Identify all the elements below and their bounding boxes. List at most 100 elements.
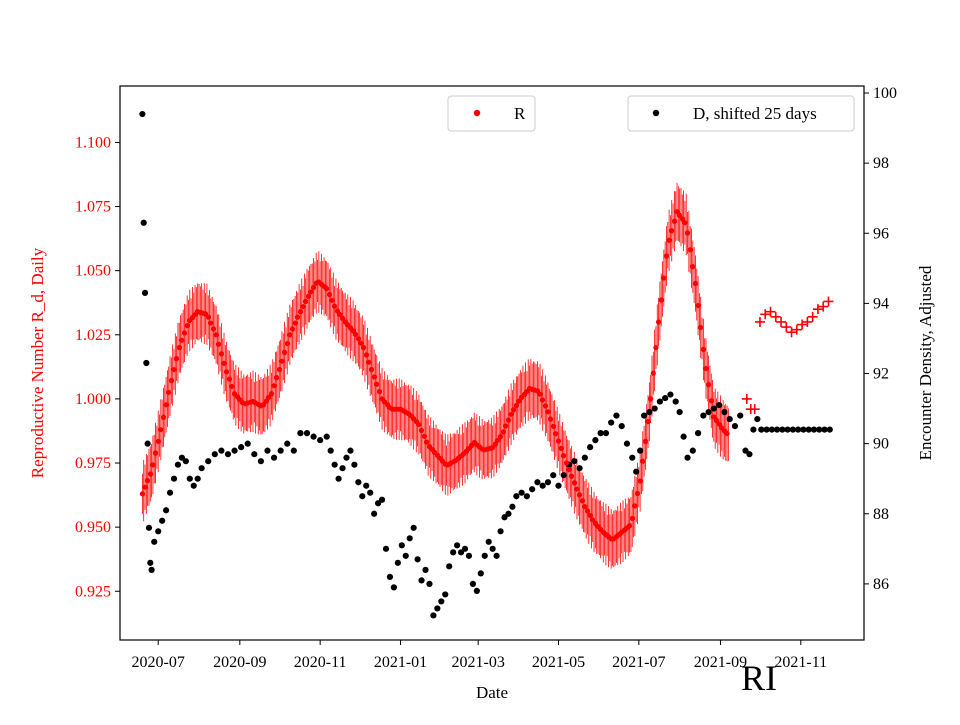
d-point: [205, 458, 212, 465]
r-point: [584, 508, 591, 514]
d-point: [454, 542, 461, 549]
d-point: [555, 482, 562, 489]
r-point: [160, 414, 167, 420]
r-point: [708, 398, 714, 404]
d-point: [140, 219, 147, 226]
r-point: [500, 429, 506, 435]
r-point: [511, 407, 517, 413]
d-point: [694, 430, 702, 437]
r-point: [645, 419, 651, 425]
r-point: [682, 220, 688, 226]
x-tick-label: 2021-07: [612, 654, 665, 671]
d-point: [497, 528, 504, 535]
d-point: [684, 454, 691, 461]
legend-right: D, shifted 25 days: [627, 95, 855, 132]
r-point: [582, 504, 588, 510]
y-right-tick-label: 100: [873, 85, 897, 102]
x-tick-label: 2021-05: [532, 654, 585, 671]
r-point: [579, 498, 585, 504]
r-point: [632, 503, 638, 509]
r-point: [698, 324, 704, 331]
r-point: [655, 319, 662, 325]
r-projected-point: [776, 316, 787, 327]
d-point: [323, 433, 330, 440]
d-point: [737, 412, 744, 419]
d-point: [509, 503, 516, 510]
d-point: [700, 412, 707, 419]
r-point: [695, 302, 701, 309]
d-point: [469, 580, 477, 587]
r-point: [542, 403, 548, 409]
d-point: [347, 447, 354, 454]
d-point: [310, 433, 317, 440]
x-tick-label: 2020-07: [132, 654, 185, 671]
d-point: [581, 454, 588, 461]
r-point: [497, 434, 504, 440]
r-point: [671, 218, 677, 224]
r-point: [205, 314, 211, 320]
legend-right-label: D, shifted 25 days: [693, 104, 817, 123]
r-point: [505, 417, 512, 423]
legend-right-marker: [652, 109, 660, 117]
r-point: [574, 486, 580, 492]
r-point: [218, 351, 224, 357]
d-point: [597, 430, 604, 437]
d-point: [473, 587, 480, 595]
y-left-tick-label: 1.050: [75, 263, 111, 280]
d-point: [251, 451, 258, 458]
y-left-tick-label: 1.000: [75, 391, 111, 408]
d-point: [224, 451, 232, 458]
y-right-tick-label: 92: [873, 366, 889, 383]
r-point: [274, 375, 280, 381]
r-projected-point: [818, 301, 829, 312]
d-point: [489, 545, 496, 552]
r-point: [163, 402, 169, 408]
r-point: [268, 391, 275, 397]
r-point: [150, 462, 156, 468]
r-point: [284, 340, 290, 347]
r-point: [503, 423, 509, 429]
d-point: [155, 528, 162, 535]
d-point: [768, 426, 775, 433]
r-point: [350, 328, 356, 334]
r-point: [282, 349, 288, 355]
x-tick-label: 2021-03: [452, 654, 505, 671]
r-point: [555, 438, 562, 444]
d-point: [523, 493, 530, 500]
d-point: [446, 563, 453, 570]
d-point: [640, 412, 648, 419]
d-point: [355, 479, 362, 486]
r-point: [587, 512, 593, 519]
r-point: [690, 264, 696, 270]
d-point-layer: [139, 110, 833, 619]
r-point: [492, 441, 498, 447]
d-point: [750, 426, 757, 433]
y-right-tick-label: 94: [873, 295, 889, 312]
r-point: [260, 402, 267, 408]
r-point: [687, 247, 693, 253]
r-point: [640, 458, 646, 464]
r-point: [181, 330, 188, 336]
y-right-tick-label: 86: [873, 576, 889, 593]
d-point: [493, 552, 500, 559]
r-point: [308, 289, 314, 295]
d-point: [505, 510, 512, 517]
r-point: [376, 388, 383, 395]
r-point: [424, 439, 430, 445]
r-projected-point: [823, 296, 834, 307]
r-point: [629, 515, 635, 521]
d-point: [434, 605, 441, 612]
d-point: [465, 552, 473, 559]
r-point: [300, 303, 306, 310]
d-point: [810, 426, 818, 433]
d-point: [290, 447, 297, 454]
d-point: [784, 426, 791, 433]
d-point: [351, 461, 358, 468]
d-point: [773, 426, 781, 433]
d-point: [198, 465, 205, 472]
d-point: [141, 289, 149, 296]
y-right-tick-label: 98: [873, 155, 889, 172]
r-point: [145, 478, 151, 484]
d-point: [363, 482, 370, 489]
d-point: [758, 426, 765, 433]
